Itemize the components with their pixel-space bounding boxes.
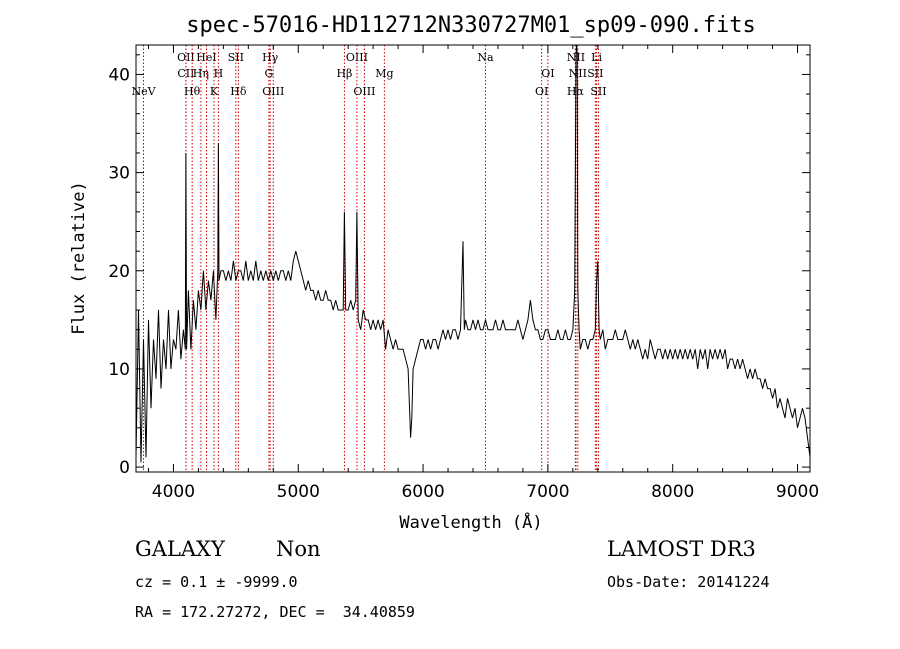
line-marker-label-25: SII (590, 85, 606, 98)
coordinates-text: RA = 172.27272, DEC = 34.40859 (135, 603, 415, 621)
plot-frame (135, 44, 811, 473)
chart-title: spec-57016-HD112712N330727M01_sp09-090.f… (186, 13, 756, 38)
line-marker-label-24: SII (587, 67, 603, 80)
line-marker-label-8: SII (228, 51, 244, 64)
line-marker-label-6: K (210, 85, 219, 98)
line-marker-label-1: OII (177, 51, 195, 64)
y-tick-label-1: 10 (108, 360, 130, 380)
obs-date: Obs-Date: 20141224 (607, 573, 770, 591)
line-marker-label-15: OIII (353, 85, 375, 98)
object-class: GALAXY (135, 537, 225, 561)
redshift-text: cz = 0.1 ± -9999.0 (135, 573, 298, 591)
line-marker-label-4: Hη (193, 67, 209, 80)
y-axis-label: Flux (relative) (69, 181, 89, 335)
y-tick-label-4: 40 (108, 65, 130, 85)
line-marker-label-0: NeV (131, 85, 156, 98)
line-marker-label-17: Na (477, 51, 494, 64)
line-marker-label-9: Hδ (230, 85, 247, 98)
x-tick-label-5: 9000 (776, 482, 819, 502)
line-marker-label-13: Hβ (336, 67, 352, 80)
survey-name: LAMOST DR3 (607, 537, 756, 561)
y-tick-label-2: 20 (108, 262, 130, 282)
x-axis-label: Wavelength (Å) (399, 511, 542, 533)
line-marker-label-14: OIII (346, 51, 368, 64)
x-tick-label-0: 4000 (152, 482, 195, 502)
x-tick-label-1: 5000 (277, 482, 320, 502)
line-marker-label-11: G (265, 67, 274, 80)
line-marker-label-7: H (214, 67, 224, 80)
line-marker-label-21: NII (569, 67, 587, 80)
line-markers: NeVOIICIIHθHηHeIKHSIIHδHγGOIIIHβOIIIOIII… (131, 45, 607, 472)
object-subclass: Non (276, 537, 321, 561)
line-marker-label-10: Hγ (262, 51, 279, 64)
line-marker-label-16: Mg (375, 67, 393, 80)
spectrum-series-line (135, 44, 811, 463)
line-marker-label-5: HeI (196, 51, 216, 64)
line-marker-label-12: OIII (262, 85, 284, 98)
line-marker-label-19: OI (535, 85, 548, 98)
x-tick-label-3: 7000 (526, 482, 569, 502)
x-tick-label-4: 8000 (651, 482, 694, 502)
line-marker-label-3: Hθ (184, 85, 201, 98)
line-marker-label-18: OI (541, 67, 554, 80)
line-marker-label-2: CII (177, 67, 194, 80)
axis-ticks: 4000 5000 6000 7000 8000 9000 0 10 20 30 40 (108, 45, 819, 502)
x-tick-label-2: 6000 (401, 482, 444, 502)
y-tick-label-3: 30 (108, 164, 130, 184)
line-marker-label-23: Li (591, 51, 602, 64)
y-tick-label-0: 0 (119, 458, 130, 478)
